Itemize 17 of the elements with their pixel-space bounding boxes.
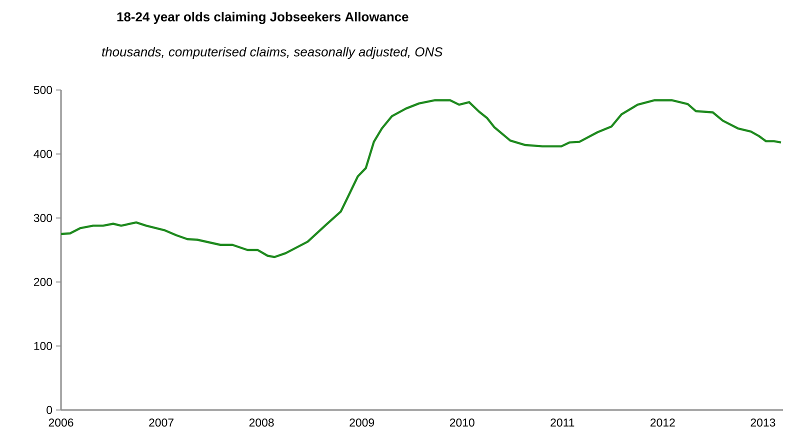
y-tick-label: 200 bbox=[34, 278, 52, 286]
x-tick-label: 2009 bbox=[350, 418, 374, 427]
y-tick-label: 0 bbox=[46, 406, 52, 414]
x-tick-label: 2012 bbox=[650, 418, 675, 427]
chart-title: 18-24 year olds claiming Jobseekers Allowance bbox=[117, 12, 408, 24]
x-tick-label: 2006 bbox=[48, 418, 74, 427]
line-series bbox=[60, 99, 782, 258]
x-tick-label: 2010 bbox=[450, 418, 474, 427]
y-tick-label: 100 bbox=[34, 342, 52, 350]
y-tick-label: 400 bbox=[34, 150, 52, 158]
x-tick-label: 2013 bbox=[750, 418, 776, 427]
chart-subtitle: thousands, computerised claims, seasonally adjusted, ONS bbox=[102, 46, 443, 60]
y-tick-label: 500 bbox=[34, 86, 52, 94]
x-tick-label: 2011 bbox=[550, 418, 574, 427]
x-tick-label: 2008 bbox=[249, 418, 274, 427]
x-tick-label: 2007 bbox=[149, 418, 174, 427]
y-tick-label: 300 bbox=[34, 214, 52, 222]
